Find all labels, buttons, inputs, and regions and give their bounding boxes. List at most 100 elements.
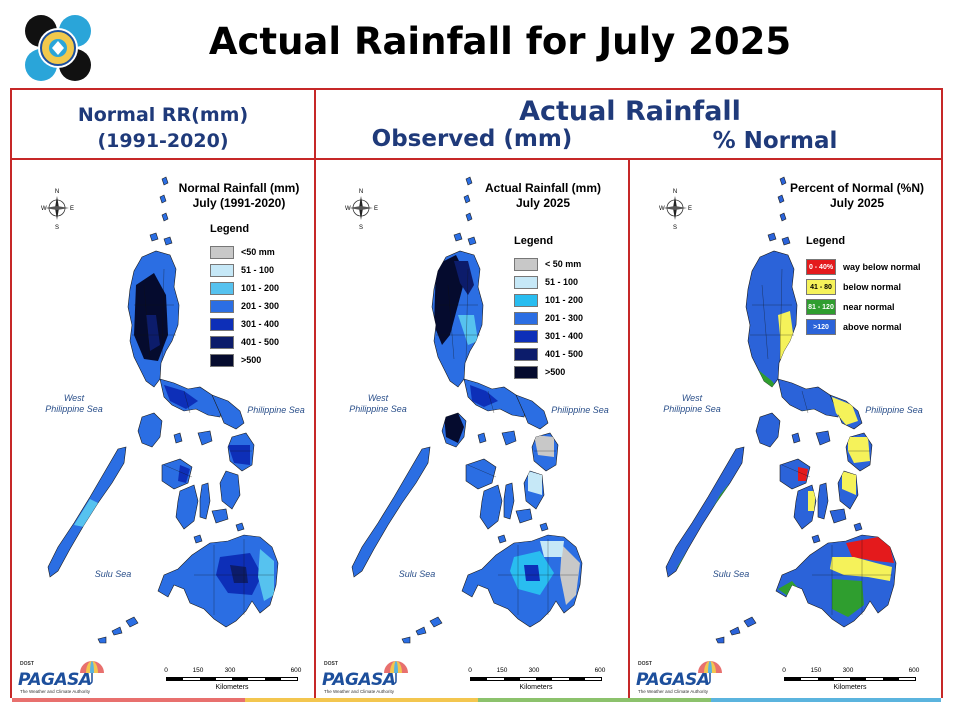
rainfall-zones bbox=[74, 273, 274, 601]
legend-swatch bbox=[210, 317, 234, 331]
philippines-map bbox=[47, 176, 279, 644]
scale-tick-label: 300 bbox=[224, 667, 236, 674]
page-title: Actual Rainfall for July 2025 bbox=[208, 20, 792, 63]
legend-item: 201 - 300 bbox=[210, 299, 279, 313]
province-boundaries bbox=[750, 268, 892, 615]
rainfall-zone bbox=[74, 499, 98, 527]
scale-tick-label: 600 bbox=[290, 667, 302, 674]
scale-unit-label: Kilometers bbox=[833, 684, 867, 691]
island-bicol bbox=[515, 394, 549, 430]
scale-tick-label: 600 bbox=[594, 667, 606, 674]
frame-border bbox=[314, 88, 316, 698]
svg-text:S: S bbox=[359, 225, 363, 231]
legend-item: 301 - 400 bbox=[210, 317, 279, 331]
map-title: Percent of Normal (%N) July 2025 bbox=[782, 181, 932, 211]
scale-bar-graphic bbox=[166, 677, 298, 681]
island-bohol bbox=[211, 508, 229, 524]
island-luzon-south bbox=[463, 378, 527, 418]
sea-label-west-philippine-sea: West Philippine Sea bbox=[349, 393, 407, 414]
svg-text:W: W bbox=[41, 206, 47, 212]
legend-label: 201 - 300 bbox=[241, 301, 280, 311]
scale-tick-label: 150 bbox=[810, 667, 822, 674]
philippines-map bbox=[665, 176, 897, 644]
frame-border bbox=[10, 88, 943, 90]
island-batanes bbox=[463, 176, 473, 222]
island-palawan bbox=[665, 446, 745, 578]
map-title-line1: Normal Rainfall (mm) bbox=[178, 181, 300, 195]
rainfall-zone bbox=[808, 491, 816, 511]
header-actual-rainfall: Actual Rainfall bbox=[519, 96, 741, 127]
legend-swatch: 81 - 120 bbox=[806, 299, 836, 315]
header-observed: Observed (mm) bbox=[371, 126, 573, 152]
scale-tick-label: 300 bbox=[528, 667, 540, 674]
legend-label: >500 bbox=[241, 355, 262, 365]
island-romblon bbox=[477, 432, 487, 444]
island-camiguin-babuyan bbox=[767, 232, 791, 246]
pagasa-logo: DOST PAGASA The Weather and Climate Author… bbox=[16, 659, 114, 697]
footer-stripe-blue bbox=[711, 698, 941, 702]
island-bicol bbox=[211, 394, 245, 430]
rainfall-zone bbox=[434, 255, 466, 345]
legend-label: way below normal bbox=[843, 262, 921, 272]
island-negros bbox=[479, 484, 503, 530]
svg-text:N: N bbox=[359, 189, 363, 195]
island-siquijor-camiguin bbox=[811, 522, 863, 544]
scale-tick-label: 600 bbox=[908, 667, 920, 674]
pagasa-seal-logo bbox=[25, 15, 91, 81]
legend-swatch bbox=[210, 245, 234, 259]
island-batanes bbox=[777, 176, 787, 222]
legend-label: below normal bbox=[843, 282, 902, 292]
map-title-line2: July 2025 bbox=[829, 196, 885, 210]
island-romblon bbox=[173, 432, 183, 444]
pagasa-logo: DOST PAGASA The Weather and Climate Author… bbox=[634, 659, 732, 697]
sea-label-west-philippine-sea: West Philippine Sea bbox=[45, 393, 103, 414]
scale-unit-label: Kilometers bbox=[215, 684, 249, 691]
rainfall-zone bbox=[146, 315, 160, 351]
map-title-line1: Actual Rainfall (mm) bbox=[484, 181, 601, 195]
sea-label-philippine-sea: Philippine Sea bbox=[247, 405, 305, 415]
legend-title: Legend bbox=[806, 235, 846, 247]
logo-tagline: The Weather and Climate Authority bbox=[638, 689, 708, 694]
legend-label: near normal bbox=[843, 302, 895, 312]
map-panel-actual: N S W E Actual Rainfall (mm) July 2025 Legend <… bbox=[318, 165, 626, 697]
logo-wordmark: PAGASA bbox=[18, 670, 92, 690]
legend-item: >500 bbox=[514, 365, 565, 379]
logo-dost-text: DOST bbox=[638, 661, 652, 667]
legend-swatch bbox=[210, 353, 234, 367]
island-masbate bbox=[197, 430, 213, 446]
footer-stripe-red bbox=[12, 698, 245, 702]
island-sulu-islands bbox=[97, 616, 139, 644]
legend-label: 51 - 100 bbox=[241, 265, 275, 275]
legend-item: 0 - 40% way below normal bbox=[806, 259, 921, 275]
island-romblon bbox=[791, 432, 801, 444]
legend-swatch: >120 bbox=[806, 319, 836, 335]
legend-item: 301 - 400 bbox=[514, 329, 583, 343]
frame-border bbox=[628, 158, 630, 698]
legend-item: 401 - 500 bbox=[514, 347, 583, 361]
scale-tick-label: 150 bbox=[496, 667, 508, 674]
rainfall-zone bbox=[228, 445, 250, 465]
north-arrow-icon: N S W E bbox=[345, 189, 378, 231]
rainfall-zone bbox=[458, 315, 478, 345]
map-title-line2: July 2025 bbox=[515, 196, 571, 210]
footer-stripe-yellow bbox=[245, 698, 478, 702]
logo-wordmark: PAGASA bbox=[636, 670, 710, 690]
island-sulu-islands bbox=[401, 616, 443, 644]
north-arrow-icon: N S W E bbox=[659, 189, 692, 231]
legend-label: < 50 mm bbox=[545, 259, 582, 269]
legend-item: 201 - 300 bbox=[514, 311, 583, 325]
scale-bar: 0 150 300 600 Kilometers bbox=[468, 667, 606, 697]
island-bohol bbox=[515, 508, 533, 524]
island-masbate bbox=[815, 430, 831, 446]
svg-text:S: S bbox=[673, 225, 677, 231]
scale-ticks: 0 150 300 600 bbox=[468, 667, 606, 677]
scale-tick-label: 0 bbox=[468, 667, 472, 674]
legend-item: 51 - 100 bbox=[514, 275, 578, 289]
legend-swatch bbox=[210, 335, 234, 349]
rainfall-zone bbox=[534, 435, 554, 457]
sea-label-sulu-sea: Sulu Sea bbox=[398, 569, 436, 579]
sea-label-philippine-sea: Philippine Sea bbox=[865, 405, 923, 415]
logo-wordmark: PAGASA bbox=[322, 670, 396, 690]
island-panay bbox=[465, 458, 497, 490]
legend-label: 301 - 400 bbox=[545, 331, 584, 341]
